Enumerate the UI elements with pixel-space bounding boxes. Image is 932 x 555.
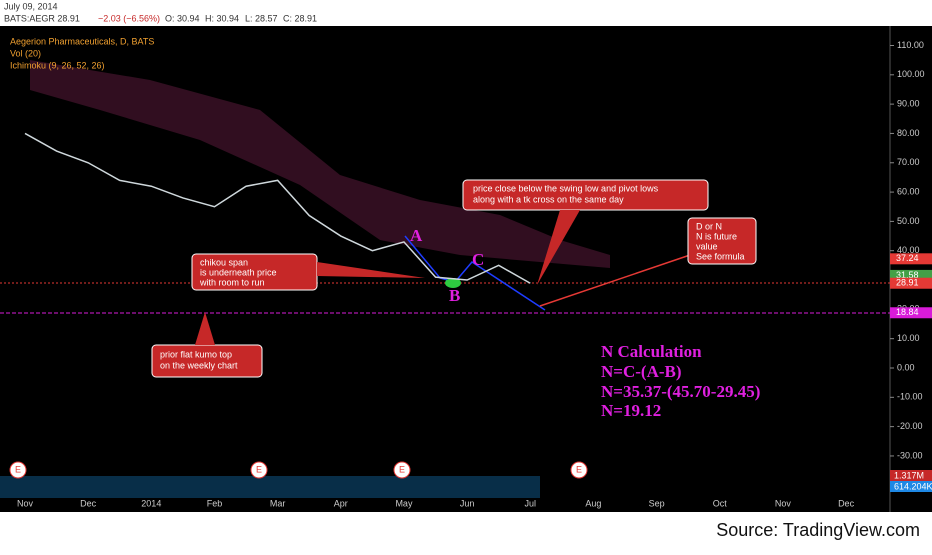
calculation-title: N Calculation xyxy=(601,342,702,361)
y-tick-label: 80.00 xyxy=(897,128,920,138)
x-tick-label: Nov xyxy=(775,498,792,508)
high: H: 30.94 xyxy=(205,13,239,23)
point-b: B xyxy=(449,286,460,305)
callout xyxy=(687,217,757,265)
earnings-marker: E xyxy=(576,464,582,474)
callout-text: chikou span xyxy=(200,257,248,267)
volume-tag xyxy=(890,481,932,492)
x-tick-label: Oct xyxy=(713,498,728,508)
legend-volume: Vol (20) xyxy=(10,48,41,58)
y-tick-label: 40.00 xyxy=(897,245,920,255)
source: Source: TradingView.com xyxy=(716,520,920,540)
price-tag xyxy=(890,269,932,281)
earnings-marker: E xyxy=(256,464,262,474)
callout-text: along with a tk cross on the same day xyxy=(473,194,624,204)
price-tag-label: 18.84 xyxy=(896,307,919,317)
volume-tag xyxy=(890,470,932,481)
callout-text: with room to run xyxy=(199,277,265,287)
price-tag-label: 37.24 xyxy=(896,253,919,263)
y-tick-label: 100.00 xyxy=(897,69,925,79)
volume-label: 614.204K xyxy=(894,481,932,491)
callout xyxy=(462,179,709,211)
x-tick-label: 2014 xyxy=(141,498,161,508)
callout-text: price close below the swing low and pivo… xyxy=(473,183,659,193)
callout-pointer xyxy=(195,312,215,345)
y-tick-label: 110.00 xyxy=(897,40,924,50)
y-tick-label: -30.00 xyxy=(897,450,923,460)
y-tick-label: -20.00 xyxy=(897,421,923,431)
callout-text: D or N xyxy=(696,221,722,231)
y-tick-label: 70.00 xyxy=(897,157,920,167)
calculation-line: N=C-(A-B) xyxy=(601,362,682,381)
x-tick-label: Aug xyxy=(585,498,601,508)
callout-text: is underneath price xyxy=(200,267,277,277)
price-tag xyxy=(890,307,932,319)
earnings-marker: E xyxy=(15,464,21,474)
x-tick-label: Apr xyxy=(334,498,348,508)
y-tick-label: 50.00 xyxy=(897,216,920,226)
legend-ichimoku: Ichimoku (9, 26, 52, 26) xyxy=(10,60,105,70)
price-tag xyxy=(890,253,932,265)
pivot-b xyxy=(445,278,461,288)
y-tick-label: 60.00 xyxy=(897,186,920,196)
y-tick-label: 90.00 xyxy=(897,98,920,108)
point-c: C xyxy=(472,250,484,269)
x-tick-label: Jun xyxy=(460,498,475,508)
low: L: 28.57 xyxy=(245,13,278,23)
price-tag xyxy=(890,277,932,289)
y-tick-label: 0.00 xyxy=(897,362,915,372)
callout-text: on the weekly chart xyxy=(160,360,238,370)
x-tick-label: Dec xyxy=(838,498,855,508)
callout-text: N is future xyxy=(696,231,737,241)
y-tick-label: 10.00 xyxy=(897,333,920,343)
x-tick-label: Jul xyxy=(525,498,537,508)
change: −2.03 (−6.56%) xyxy=(98,13,160,23)
callout-pointer xyxy=(537,210,580,285)
legend-title: Aegerion Pharmaceuticals, D, BATS xyxy=(10,36,154,46)
symbol: BATS:AEGR 28.91 xyxy=(4,13,80,23)
y-tick-label: -10.00 xyxy=(897,392,923,402)
x-tick-label: Nov xyxy=(17,498,34,508)
price-tag-label: 28.91 xyxy=(896,278,919,288)
price-tag-label: 31.58 xyxy=(896,270,919,280)
volume-band xyxy=(0,476,540,498)
open: O: 30.94 xyxy=(165,13,200,23)
calculation-line: N=19.12 xyxy=(601,401,661,420)
volume-label: 1.317M xyxy=(894,470,924,480)
date: July 09, 2014 xyxy=(4,1,58,11)
ichimoku-cloud xyxy=(30,60,610,268)
price-line xyxy=(24,132,531,284)
callout-text: value xyxy=(696,241,718,251)
earnings-marker: E xyxy=(399,464,405,474)
callout-text: See formula xyxy=(696,251,745,261)
callout-pointer xyxy=(317,262,425,278)
x-tick-label: Mar xyxy=(270,498,286,508)
x-tick-label: May xyxy=(395,498,413,508)
close: C: 28.91 xyxy=(283,13,317,23)
calculation-line: N=35.37-(45.70-29.45) xyxy=(601,382,760,401)
x-tick-label: Dec xyxy=(80,498,97,508)
earnings-markers: E E E E xyxy=(9,461,588,479)
callout-text: prior flat kumo top xyxy=(160,349,232,359)
x-tick-label: Feb xyxy=(207,498,223,508)
x-tick-label: Sep xyxy=(649,498,665,508)
point-a: A xyxy=(410,226,423,245)
projection-line-red xyxy=(539,254,691,307)
